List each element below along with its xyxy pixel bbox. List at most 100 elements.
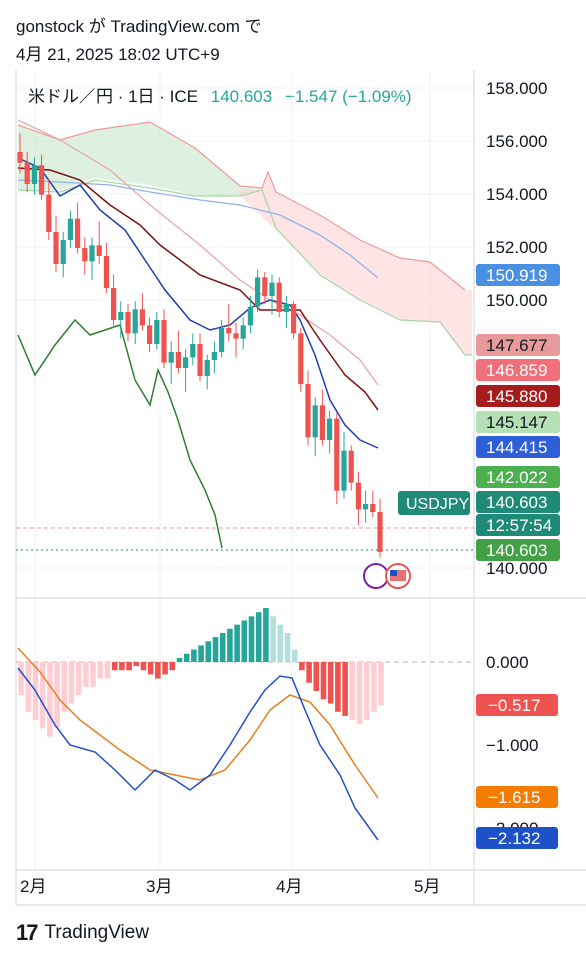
macd-tag-label: −2.132 (488, 829, 540, 848)
ichimoku-cloud-bearish (238, 172, 472, 355)
macd-histogram-bar (104, 662, 111, 679)
price-axis-label: 150.000 (486, 291, 547, 310)
macd-histogram-bar (133, 662, 140, 667)
candle-body (341, 450, 347, 491)
time-axis-label: 3月 (146, 877, 172, 896)
candle-body (327, 418, 333, 440)
price-axis-label: 152.000 (486, 238, 547, 257)
candle-body (60, 240, 66, 264)
candle-body (147, 325, 153, 344)
price-axis-label: 140.000 (486, 559, 547, 578)
candle-body (175, 352, 181, 368)
macd-histogram-bar (155, 662, 161, 679)
price-chart[interactable]: 158.000 156.000 154.000 152.000 150.000 140.0… (0, 0, 586, 910)
candle-body (139, 309, 145, 326)
candle-body (247, 306, 253, 326)
candle-body (211, 352, 217, 360)
macd-histogram-bar (299, 662, 305, 671)
macd-histogram-bar (227, 628, 233, 662)
candle-body (82, 248, 88, 262)
candle-body (132, 309, 138, 334)
candle-body (190, 344, 196, 358)
price-tag-label: 142.022 (486, 468, 547, 487)
symbol-legend[interactable]: 米ドル／円 · 1日 · ICE 140.603 −1.547 (−1.09%) (28, 82, 412, 107)
candle-body (377, 512, 383, 552)
macd-histogram-bar (241, 620, 248, 662)
candle-body (111, 288, 117, 320)
candle-body (46, 194, 52, 232)
macd-histogram-bar (25, 662, 32, 712)
macd-histogram-bar (176, 657, 183, 662)
candle-body (312, 405, 318, 438)
price-axis-label: 158.000 (486, 79, 547, 98)
macd-histogram-bar (68, 662, 75, 704)
price-tag-label: 12:57:54 (486, 516, 552, 535)
senkou-a-line (17, 121, 466, 291)
chart-timestamp: 4月 21, 2025 18:02 UTC+9 (16, 45, 220, 64)
candle-body (226, 328, 232, 334)
macd-histogram-bar (140, 662, 147, 671)
macd-histogram-bar (61, 662, 68, 712)
macd-histogram-bar (248, 616, 255, 662)
macd-histogram-bar (18, 662, 24, 696)
price-tag: 146.859 (476, 359, 560, 381)
macd-histogram-bar (277, 624, 284, 662)
macd-tag: −1.615 (476, 786, 558, 808)
macd-histogram-bar (119, 662, 125, 671)
macd-histogram-bar (212, 637, 219, 662)
time-axis-label: 5月 (414, 877, 440, 896)
macd-histogram-bar (198, 645, 204, 662)
candle-body (291, 304, 297, 334)
price-tag: 145.880 (476, 385, 560, 407)
macd-histogram-bar (147, 662, 154, 675)
price-tag-label: 146.859 (486, 361, 547, 380)
macd-histogram-bar (349, 662, 356, 721)
macd-tag: −2.132 (476, 827, 558, 849)
macd-histogram-bar (342, 662, 348, 716)
macd-histogram-bar (363, 662, 370, 721)
candle-body (31, 165, 37, 184)
candle-body (348, 450, 354, 483)
macd-histogram-bar (291, 649, 298, 662)
candle-body (154, 320, 160, 344)
legend-last-price: 140.603 (210, 87, 273, 106)
candle-body (233, 333, 239, 339)
candle-body (363, 504, 369, 510)
candle-body (276, 282, 282, 312)
symbol-tag: USDJPY (398, 491, 470, 515)
candle-body (355, 482, 361, 510)
kijun-line (17, 167, 379, 411)
candle-body (240, 325, 246, 339)
macd-histogram-bar (335, 662, 341, 712)
candle-body (269, 282, 275, 296)
macd-histogram-bar (284, 632, 291, 662)
macd-histogram-bar (126, 662, 132, 671)
price-tag: 150.919 (476, 264, 560, 286)
macd-histogram-bar (83, 662, 89, 687)
tradingview-footer: 17 TradingView (16, 920, 149, 946)
candle-body (262, 277, 268, 296)
candle-body (197, 344, 203, 376)
price-axis-label: 154.000 (486, 185, 547, 204)
macd-line (17, 667, 379, 841)
candle-body (168, 352, 174, 363)
candle-body (204, 360, 210, 376)
macd-histogram-bar (169, 662, 176, 671)
tenkan-line (17, 157, 379, 449)
candle-body (75, 218, 81, 248)
candle-body (161, 320, 167, 363)
economic-event-icon (363, 563, 411, 589)
candle-body (89, 245, 95, 262)
macd-histogram-bar (371, 662, 377, 712)
macd-histogram-bar (219, 632, 226, 662)
price-tag-label: 150.919 (486, 266, 547, 285)
candle-body (53, 232, 59, 264)
candle-body (183, 357, 189, 368)
price-tag: 12:57:54 (476, 514, 560, 536)
candle-body (24, 162, 30, 184)
macd-histogram-bar (378, 662, 384, 705)
price-tag-label: 144.415 (486, 438, 547, 457)
candle-body (298, 333, 304, 384)
candle-body (319, 405, 325, 440)
symbol-tag-label: USDJPY (406, 496, 469, 513)
